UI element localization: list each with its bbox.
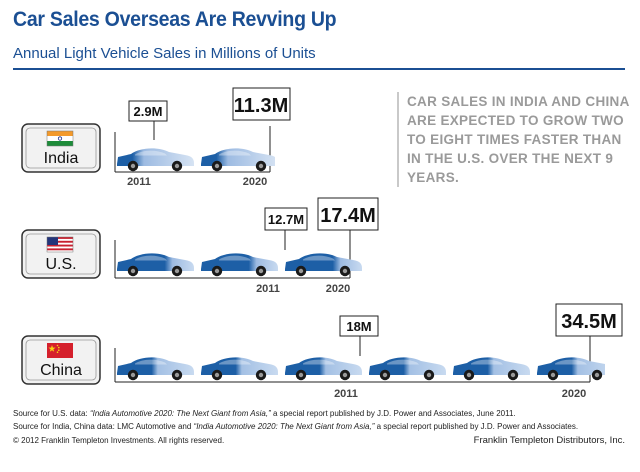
callout-text: CAR SALES IN INDIA AND CHINA ARE EXPECTE… xyxy=(397,92,637,187)
car-hubcap-icon xyxy=(426,372,432,378)
row-india: India 2.9M 11.3M 2011 2020 xyxy=(21,87,291,188)
row-us: U.S. 12.7M 17.4M 2011 2020 xyxy=(21,197,379,295)
car-window-icon xyxy=(555,359,587,365)
title-divider xyxy=(13,68,625,70)
plate-label-india: India xyxy=(44,150,79,167)
copyright-note: © 2012 Franklin Templeton Investments. A… xyxy=(13,436,225,445)
car-window-icon xyxy=(471,359,503,365)
car-hubcap-icon xyxy=(466,372,472,378)
car-window-icon xyxy=(135,150,167,156)
car-window-icon xyxy=(303,359,335,365)
plate-label-us: U.S. xyxy=(45,256,76,273)
car-strip-us xyxy=(117,253,362,277)
car-hubcap-icon xyxy=(174,163,180,169)
year-label-china-2020: 2020 xyxy=(562,388,586,400)
chart-subtitle: Annual Light Vehicle Sales in Millions o… xyxy=(13,45,316,62)
license-plate-india: India xyxy=(21,123,101,173)
license-plate-china: China xyxy=(21,335,101,385)
car-hubcap-icon xyxy=(298,372,304,378)
car-hubcap-icon xyxy=(174,268,180,274)
year-label-india-2020: 2020 xyxy=(243,176,267,188)
car-hubcap-icon xyxy=(130,268,136,274)
car-window-icon xyxy=(135,359,167,365)
us-flag-icon xyxy=(46,236,74,253)
year-label-us-2020: 2020 xyxy=(326,283,350,295)
car-window-icon xyxy=(219,255,251,261)
car-hubcap-icon xyxy=(258,268,264,274)
value-label-us-2020: 17.4M xyxy=(320,205,376,227)
car-window-icon xyxy=(303,255,335,261)
car-hubcap-icon xyxy=(174,372,180,378)
value-box-china-2011 xyxy=(339,315,379,337)
car-hubcap-icon xyxy=(214,372,220,378)
car-strip-india xyxy=(117,148,275,172)
car-window-icon xyxy=(387,359,419,365)
car-window-icon xyxy=(219,359,251,365)
car-hubcap-icon xyxy=(550,372,556,378)
value-label-china-2020: 34.5M xyxy=(561,311,617,333)
source-note-india-china: Source for India, China data: LMC Automo… xyxy=(13,422,579,431)
value-box-china-2020 xyxy=(555,303,623,337)
value-box-us-2011 xyxy=(264,207,308,231)
row-china: China 18M 34.5M 2011 2020 xyxy=(21,303,623,400)
car-hubcap-icon xyxy=(214,163,220,169)
car-strip-china xyxy=(117,357,605,381)
car-hubcap-icon xyxy=(214,268,220,274)
car-hubcap-icon xyxy=(510,372,516,378)
value-label-us-2011: 12.7M xyxy=(268,212,304,227)
license-plate-us: U.S. xyxy=(21,229,101,279)
year-label-us-2011: 2011 xyxy=(256,283,280,295)
china-flag-icon xyxy=(47,343,73,358)
car-hubcap-icon xyxy=(298,268,304,274)
car-window-icon xyxy=(135,255,167,261)
value-label-india-2020: 11.3M xyxy=(234,95,288,117)
car-hubcap-icon xyxy=(258,163,264,169)
publisher-name: Franklin Templeton Distributors, Inc. xyxy=(473,435,625,446)
year-label-india-2011: 2011 xyxy=(127,176,151,188)
car-hubcap-icon xyxy=(382,372,388,378)
car-hubcap-icon xyxy=(258,372,264,378)
car-hubcap-icon xyxy=(594,372,600,378)
value-box-india-2011 xyxy=(128,100,168,122)
car-window-icon xyxy=(219,150,251,156)
car-hubcap-icon xyxy=(342,372,348,378)
value-box-india-2020 xyxy=(232,87,291,121)
india-flag-icon xyxy=(46,130,74,147)
source-note-us: Source for U.S. data: “India Automotive … xyxy=(13,409,516,418)
car-hubcap-icon xyxy=(130,372,136,378)
value-label-india-2011: 2.9M xyxy=(134,104,163,119)
car-hubcap-icon xyxy=(342,268,348,274)
value-label-china-2011: 18M xyxy=(346,319,371,334)
value-box-us-2020 xyxy=(317,197,379,231)
plate-label-china: China xyxy=(40,362,82,379)
chart-title: Car Sales Overseas Are Revving Up xyxy=(13,8,337,31)
year-label-china-2011: 2011 xyxy=(334,388,358,400)
car-hubcap-icon xyxy=(130,163,136,169)
